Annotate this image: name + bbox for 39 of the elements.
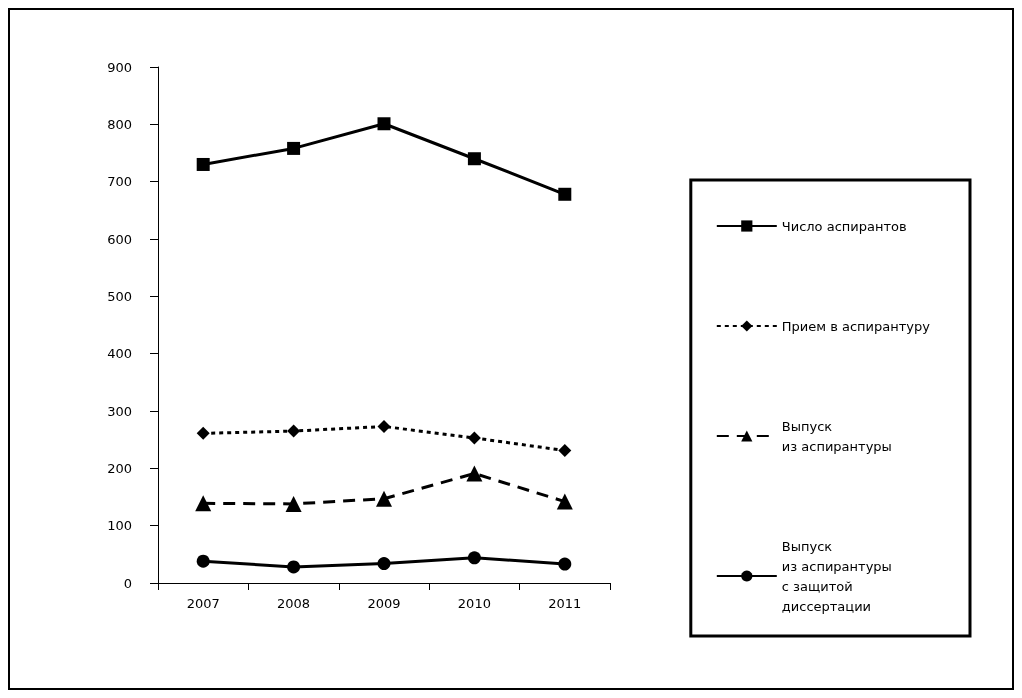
point	[556, 493, 573, 510]
point	[558, 444, 572, 458]
point	[467, 431, 481, 445]
x-tick-label: 2009	[367, 596, 401, 611]
legend-label: Число аспирантов	[781, 218, 907, 234]
point	[377, 557, 391, 570]
point	[376, 490, 392, 507]
x-tick-label: 2011	[548, 596, 582, 611]
point	[195, 495, 212, 512]
point	[467, 152, 481, 166]
point	[558, 187, 572, 201]
point	[287, 424, 301, 438]
point	[196, 554, 210, 568]
point	[287, 560, 301, 574]
legend-label: Прием в аспирантуру	[781, 318, 931, 334]
y-tick-label: 500	[107, 288, 132, 304]
x-tick-label: 2008	[277, 596, 311, 611]
point	[287, 141, 301, 155]
y-tick-label: 300	[107, 403, 132, 419]
point	[467, 551, 481, 565]
y-tick-label: 200	[107, 460, 132, 476]
y-tick-label: 100	[107, 518, 132, 534]
point	[285, 495, 302, 512]
x-tick-label: 2007	[186, 596, 220, 611]
y-tick-label: 800	[107, 116, 132, 132]
legend-label: Выпуск из аспирантуры	[781, 418, 892, 454]
x-tick-label: 2010	[457, 596, 491, 611]
y-tick-label: 0	[123, 575, 132, 591]
legend-label: Выпуск из аспирантуры с защитой диссертации	[781, 538, 892, 614]
y-tick-label: 700	[107, 174, 132, 190]
point	[196, 157, 210, 171]
point	[196, 426, 210, 440]
point	[558, 557, 572, 571]
y-tick-label: 900	[107, 59, 132, 75]
point	[377, 419, 391, 433]
y-tick-label: 600	[107, 231, 132, 247]
point	[466, 465, 483, 482]
point	[377, 117, 391, 131]
y-tick-label: 400	[107, 346, 132, 362]
